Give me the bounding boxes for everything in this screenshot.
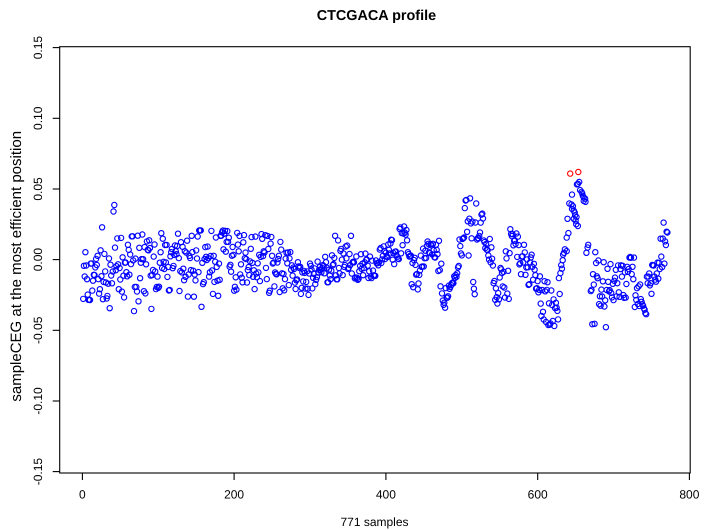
svg-text:sampleCEG at the most efficien: sampleCEG at the most efficient position	[8, 131, 25, 402]
svg-text:CTCGACA profile: CTCGACA profile	[317, 8, 436, 24]
svg-text:0.15: 0.15	[31, 36, 45, 60]
svg-text:600: 600	[528, 488, 548, 502]
svg-text:-0.05: -0.05	[31, 316, 45, 344]
svg-text:-0.15: -0.15	[31, 458, 45, 486]
svg-text:0: 0	[79, 488, 86, 502]
svg-text:0.00: 0.00	[31, 248, 45, 272]
svg-text:0.10: 0.10	[31, 106, 45, 130]
svg-text:800: 800	[679, 488, 699, 502]
svg-text:0.05: 0.05	[31, 177, 45, 201]
svg-text:-0.10: -0.10	[31, 387, 45, 415]
svg-text:400: 400	[376, 488, 396, 502]
svg-text:200: 200	[224, 488, 244, 502]
svg-text:771 samples: 771 samples	[340, 515, 408, 529]
